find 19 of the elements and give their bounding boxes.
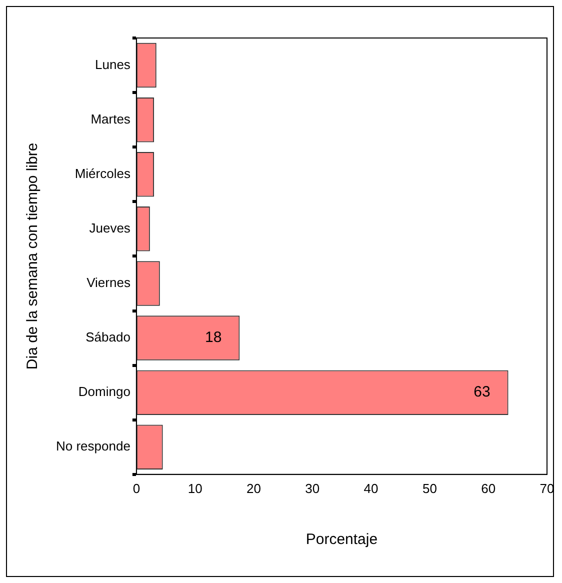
y-tick-label: Sábado [86, 330, 130, 345]
data-label: 18 [204, 329, 222, 346]
x-tick-label: 10 [188, 480, 202, 496]
y-tick-label: Martes [90, 111, 131, 126]
y-tick-label: Domingo [78, 384, 130, 400]
x-tick-label: 60 [481, 480, 496, 496]
x-tick-label: 40 [364, 480, 378, 496]
x-tick-label: 30 [305, 480, 320, 496]
x-axis-title: Porcentaje [306, 531, 378, 548]
y-tick-label: Lunes [95, 56, 131, 72]
y-tick-label: Jueves [89, 220, 131, 236]
y-tick-label: No responde [56, 438, 130, 454]
y-tick-label: Miércoles [74, 166, 131, 181]
x-tick-label: 0 [132, 480, 140, 496]
y-axis-title: Dia de la semana con tiempo libre [24, 142, 42, 370]
y-tick-label: Viernes [86, 275, 131, 290]
data-label: 63 [474, 384, 490, 401]
x-tick-label: 50 [422, 480, 437, 496]
x-tick-label: 20 [246, 480, 261, 496]
